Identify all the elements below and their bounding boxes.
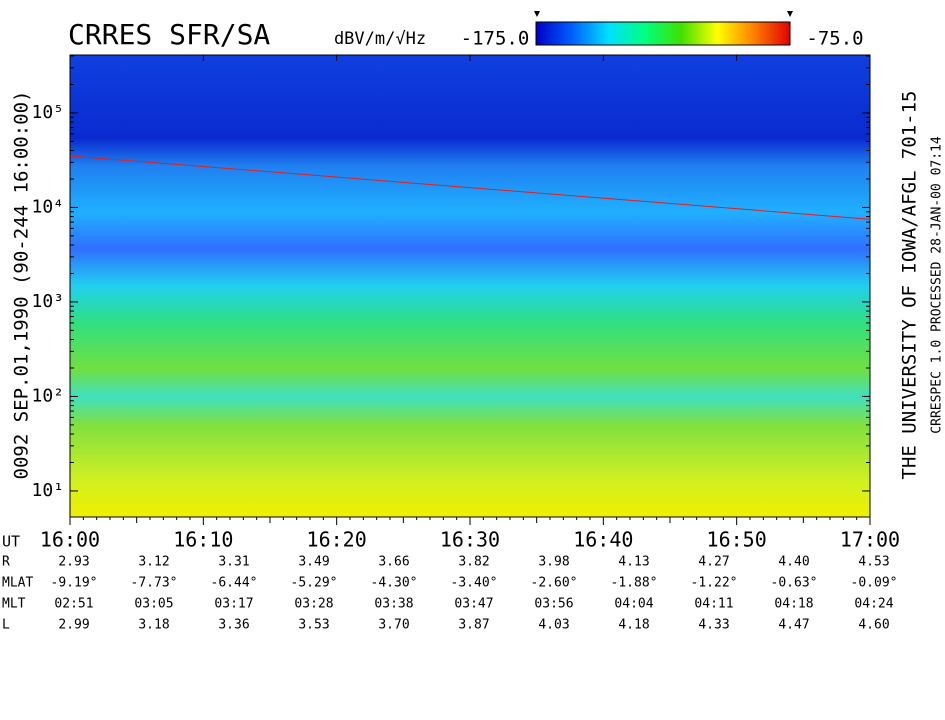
- ephemeris-value: 3.82: [458, 555, 489, 570]
- x-tick-label: 17:00: [840, 528, 900, 552]
- ephemeris-value: 3.70: [378, 618, 409, 633]
- ephemeris-value: 04:04: [614, 597, 653, 612]
- y-tick-label: 10²: [31, 385, 64, 406]
- spectrogram-image: [70, 55, 870, 517]
- ephemeris-value: 03:28: [294, 597, 333, 612]
- ephemeris-value: 2.93: [58, 555, 89, 570]
- ephemeris-value: 02:51: [54, 597, 93, 612]
- chart-title: CRRES SFR/SA: [68, 18, 270, 51]
- ephemeris-value: -7.73°: [131, 576, 178, 591]
- ephemeris-value: 3.18: [138, 618, 169, 633]
- colorbar-markers: [534, 11, 793, 17]
- y-tick-label: 10¹: [31, 480, 64, 501]
- ephemeris-value: 04:18: [774, 597, 813, 612]
- ephemeris-value: 4.60: [858, 618, 889, 633]
- ephemeris-value: 4.53: [858, 555, 889, 570]
- ephemeris-value: -0.09°: [851, 576, 898, 591]
- ephemeris-label: MLAT: [2, 576, 33, 591]
- colorbar: [535, 21, 791, 46]
- fce-line: [69, 155, 871, 220]
- ephemeris-value: 3.53: [298, 618, 329, 633]
- ephemeris-value: 03:05: [134, 597, 173, 612]
- ephemeris-value: -9.19°: [51, 576, 98, 591]
- ephemeris-label: R: [2, 555, 10, 570]
- y-tick-label: 10⁵: [31, 102, 64, 123]
- ephemeris-value: -1.22°: [691, 576, 738, 591]
- ephemeris-value: 4.13: [618, 555, 649, 570]
- ephemeris-value: 3.87: [458, 618, 489, 633]
- ephemeris-value: 3.31: [218, 555, 249, 570]
- ephemeris-value: -6.44°: [211, 576, 258, 591]
- colorbar-label: dBV/m/√Hz: [334, 29, 426, 49]
- ephemeris-value: 3.12: [138, 555, 169, 570]
- x-tick-label: 16:40: [573, 528, 633, 552]
- colorbar-min: -175.0: [461, 28, 530, 50]
- ephemeris-value: 4.33: [698, 618, 729, 633]
- ut-label: UT: [2, 533, 20, 551]
- ephemeris-value: 4.47: [778, 618, 809, 633]
- y-tick-label: 10³: [31, 291, 64, 312]
- ephemeris-value: 04:24: [854, 597, 893, 612]
- ephemeris-value: -0.63°: [771, 576, 818, 591]
- ephemeris-value: 03:38: [374, 597, 413, 612]
- footnote: CRRESPEC 1.0 PROCESSED 28-JAN-00 07:14: [930, 136, 945, 434]
- y-tick-label: 10⁴: [31, 196, 64, 217]
- ephemeris-value: 03:17: [214, 597, 253, 612]
- ephemeris-value: -1.88°: [611, 576, 658, 591]
- x-tick-label: 16:30: [440, 528, 500, 552]
- x-tick-label: 16:10: [173, 528, 233, 552]
- ephemeris-value: 03:56: [534, 597, 573, 612]
- colorbar-max: -75.0: [806, 28, 863, 50]
- x-tick-label: 16:00: [40, 528, 100, 552]
- ephemeris-value: 3.98: [538, 555, 569, 570]
- ephemeris-value: 03:47: [454, 597, 493, 612]
- right-label: THE UNIVERSITY OF IOWA/AFGL 701-15: [899, 91, 921, 480]
- y-axis-label: 0092 SEP.01,1990 (90-244 16:00:00): [11, 91, 33, 480]
- ephemeris-label: MLT: [2, 597, 26, 612]
- ephemeris-value: 2.99: [58, 618, 89, 633]
- ephemeris-value: 3.49: [298, 555, 329, 570]
- ephemeris-value: 04:11: [694, 597, 733, 612]
- x-tick-label: 16:50: [707, 528, 767, 552]
- ephemeris-value: 4.40: [778, 555, 809, 570]
- ephemeris-value: -4.30°: [371, 576, 418, 591]
- ephemeris-value: -5.29°: [291, 576, 338, 591]
- x-tick-label: 16:20: [307, 528, 367, 552]
- ephemeris-value: 3.36: [218, 618, 249, 633]
- ephemeris-value: 3.66: [378, 555, 409, 570]
- ephemeris-value: 4.03: [538, 618, 569, 633]
- ephemeris-label: L: [2, 618, 10, 633]
- ephemeris-value: 4.18: [618, 618, 649, 633]
- ephemeris-value: 4.27: [698, 555, 729, 570]
- ephemeris-value: -2.60°: [531, 576, 578, 591]
- ephemeris-value: -3.40°: [451, 576, 498, 591]
